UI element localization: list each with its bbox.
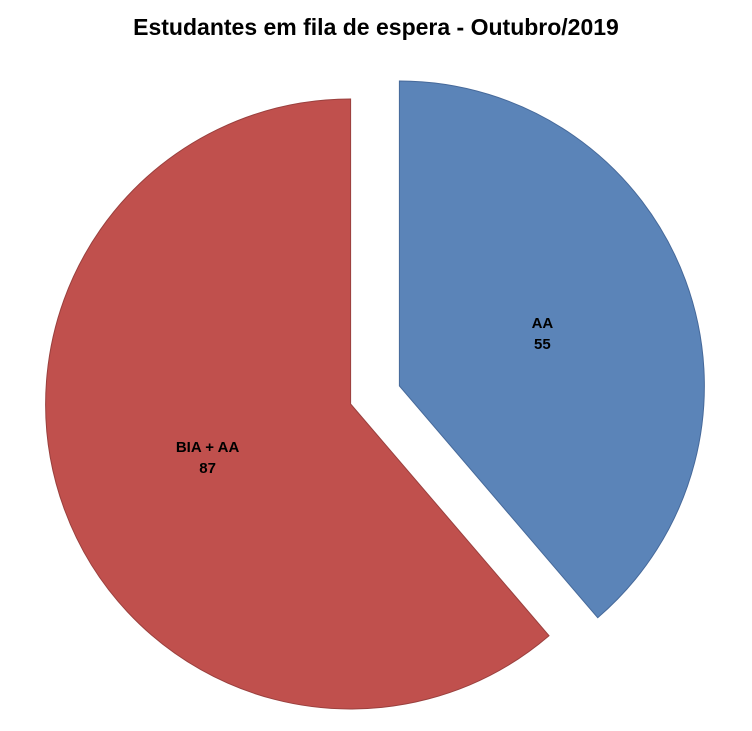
pie-slice-bia-aa [45, 98, 550, 710]
slice-label: BIA + AA 87 [176, 439, 240, 477]
slice-label: AA 55 [532, 315, 554, 353]
pie-slice-aa [398, 80, 705, 619]
chart-title: Estudantes em fila de espera - Outubro/2… [133, 14, 619, 40]
